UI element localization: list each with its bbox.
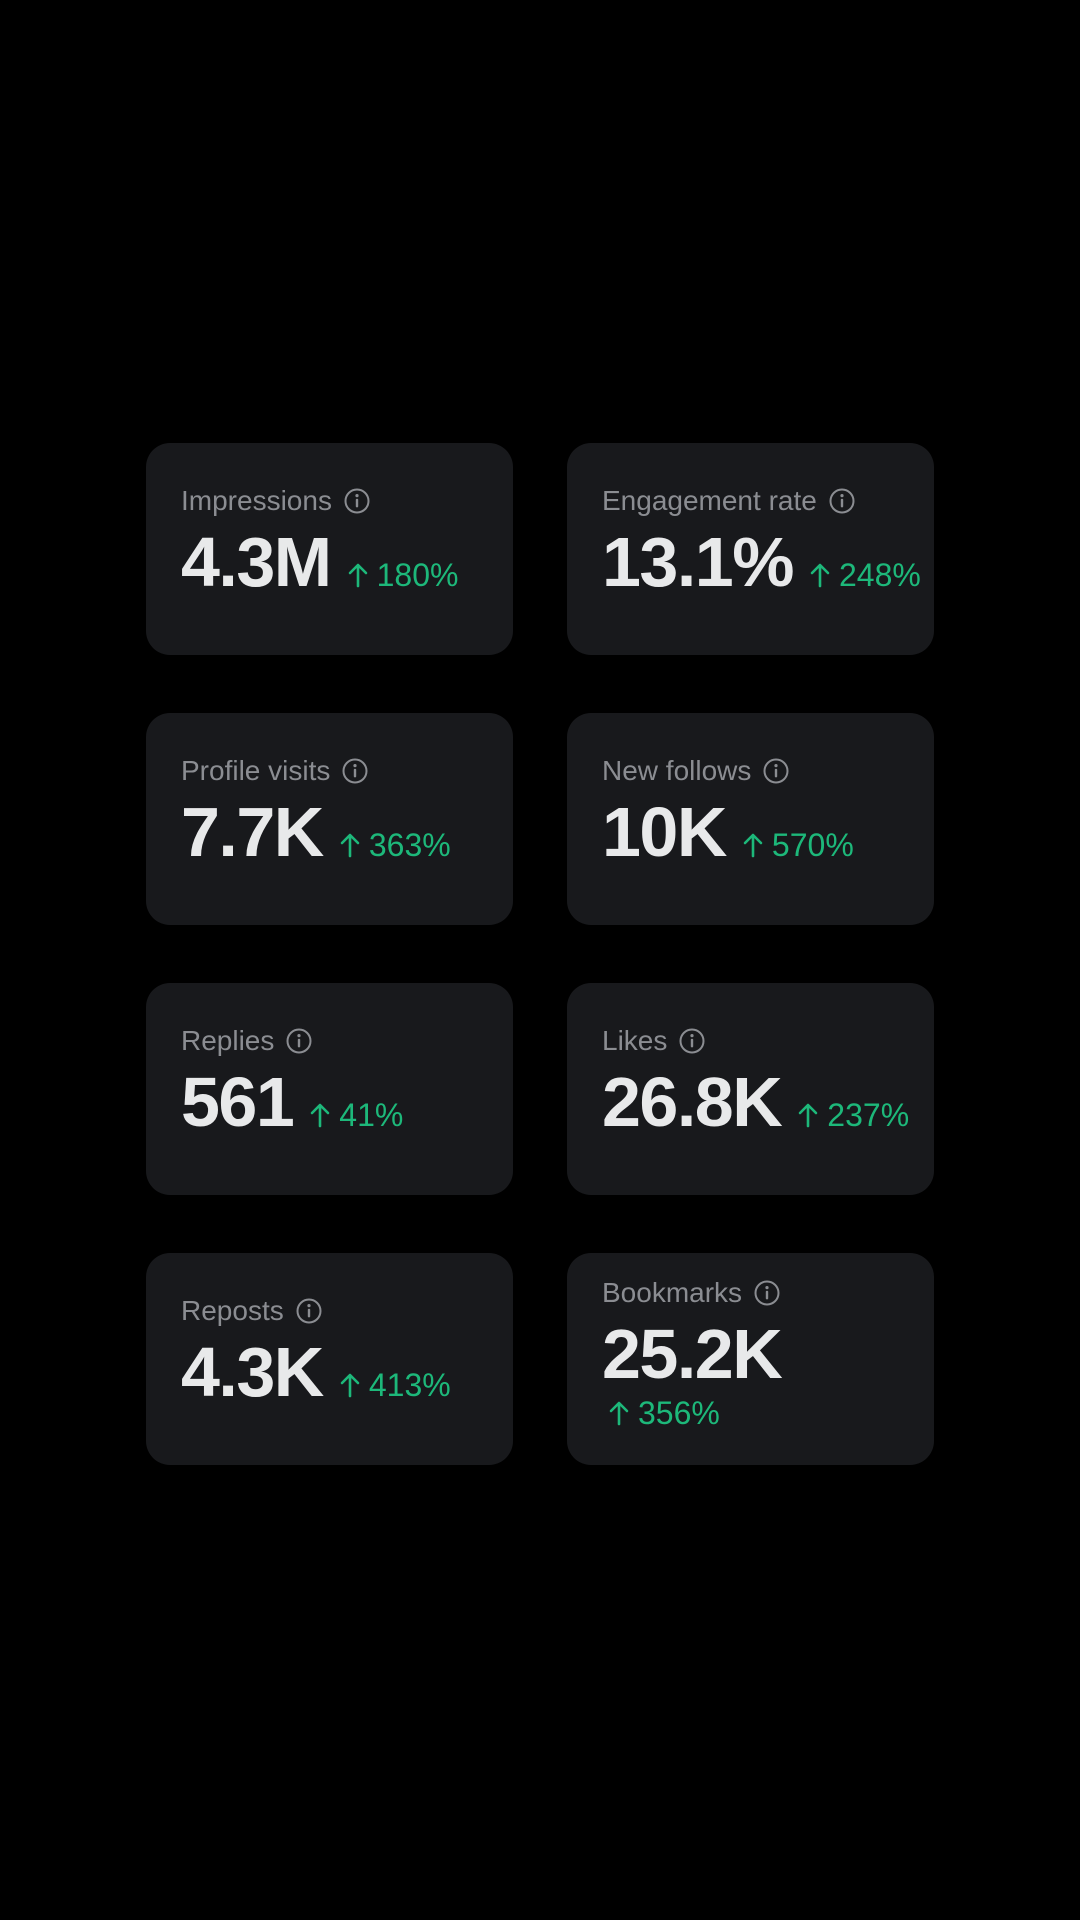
metric-header: Likes (602, 1023, 934, 1059)
metric-label: Reposts (181, 1295, 284, 1326)
metric-value: 26.8K (602, 1063, 783, 1141)
arrow-up-icon (608, 1400, 630, 1426)
metric-card-profile-visits[interactable]: Profile visits 7.7K 363% (146, 713, 513, 925)
metric-value-row: 13.1% 248% (602, 523, 934, 601)
metric-card-engagement-rate[interactable]: Engagement rate 13.1% 248% (567, 443, 934, 655)
metric-label: Likes (602, 1025, 668, 1056)
info-icon[interactable] (285, 1027, 313, 1055)
arrow-up-icon (339, 1372, 361, 1398)
metric-change: 41% (309, 1097, 403, 1134)
metric-label: New follows (602, 755, 752, 786)
metric-change: 363% (339, 827, 451, 864)
info-icon[interactable] (678, 1027, 706, 1055)
metric-header: Profile visits (181, 753, 513, 789)
arrow-up-icon (797, 1102, 819, 1128)
arrow-up-icon (309, 1102, 331, 1128)
metric-change-value: 356% (638, 1395, 720, 1431)
arrow-up-icon (809, 562, 831, 588)
metric-value: 10K (602, 793, 727, 871)
metric-card-new-follows[interactable]: New follows 10K 570% (567, 713, 934, 925)
metric-change: 413% (339, 1367, 451, 1404)
metric-label: Bookmarks (602, 1277, 743, 1308)
info-icon[interactable] (343, 487, 371, 515)
arrow-up-icon (742, 832, 764, 858)
metric-change: 570% (742, 827, 854, 864)
info-icon[interactable] (828, 487, 856, 515)
metric-value-row: 25.2K (602, 1315, 934, 1393)
metric-value-row: 10K 570% (602, 793, 934, 871)
metric-value-row: 4.3K 413% (181, 1333, 513, 1411)
metric-change: 356% (608, 1395, 934, 1432)
metric-label: Replies (181, 1025, 275, 1056)
metric-header: New follows (602, 753, 934, 789)
metric-card-likes[interactable]: Likes 26.8K 237% (567, 983, 934, 1195)
metric-label: Impressions (181, 485, 332, 516)
metric-change-value: 180% (376, 557, 459, 593)
metric-change-value: 363% (368, 827, 451, 863)
metric-change-value: 237% (827, 1097, 910, 1133)
metric-change-value: 570% (771, 827, 854, 863)
metric-value: 25.2K (602, 1315, 783, 1393)
metric-value-row: 561 41% (181, 1063, 513, 1141)
metric-change-value: 248% (838, 557, 921, 593)
metric-card-reposts[interactable]: Reposts 4.3K 413% (146, 1253, 513, 1465)
metric-card-bookmarks[interactable]: Bookmarks 25.2K 356% (567, 1253, 934, 1465)
metric-value: 13.1% (602, 523, 794, 601)
metric-header: Impressions (181, 483, 513, 519)
metric-value: 4.3K (181, 1333, 324, 1411)
arrow-up-icon (339, 832, 361, 858)
metric-label: Engagement rate (602, 485, 817, 516)
metric-value-row: 26.8K 237% (602, 1063, 934, 1141)
metric-card-impressions[interactable]: Impressions 4.3M 180% (146, 443, 513, 655)
metric-card-replies[interactable]: Replies 561 41% (146, 983, 513, 1195)
metric-header: Engagement rate (602, 483, 934, 519)
metric-label: Profile visits (181, 755, 331, 786)
metric-header: Reposts (181, 1293, 513, 1329)
info-icon[interactable] (341, 757, 369, 785)
metric-value: 4.3M (181, 523, 332, 601)
metric-change-value: 41% (339, 1097, 404, 1133)
info-icon[interactable] (762, 757, 790, 785)
metric-value: 561 (181, 1063, 295, 1141)
metric-value-row: 4.3M 180% (181, 523, 513, 601)
metric-change: 248% (809, 557, 921, 594)
metric-change: 237% (797, 1097, 909, 1134)
metric-header: Replies (181, 1023, 513, 1059)
metric-value-row: 7.7K 363% (181, 793, 513, 871)
metrics-grid: Impressions 4.3M 180% Engagement rate 13… (146, 443, 934, 1465)
info-icon[interactable] (295, 1297, 323, 1325)
metric-change: 180% (347, 557, 459, 594)
arrow-up-icon (347, 562, 369, 588)
metric-header: Bookmarks (602, 1275, 934, 1311)
metric-change-value: 413% (368, 1367, 451, 1403)
metric-value: 7.7K (181, 793, 324, 871)
info-icon[interactable] (753, 1279, 781, 1307)
